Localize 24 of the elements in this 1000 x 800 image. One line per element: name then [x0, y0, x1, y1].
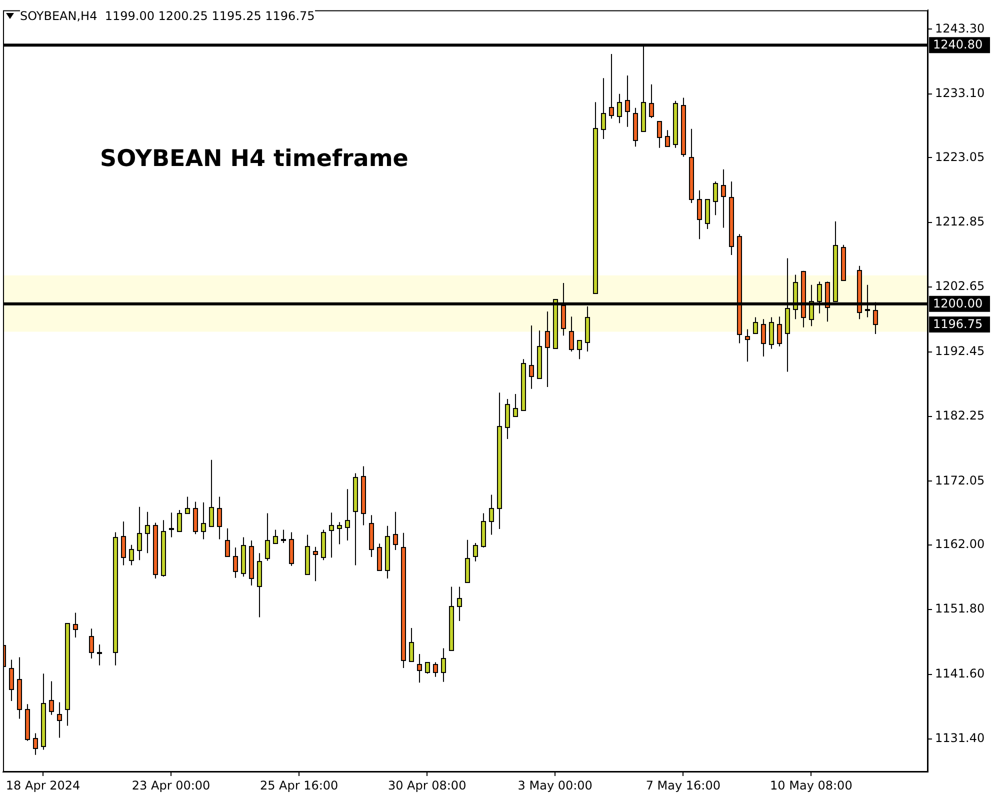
y-tick-label: 1131.40	[935, 731, 985, 746]
x-tick-label: 3 May 00:00	[518, 778, 592, 792]
chart-subtitle: SOYBEAN,H4 1199.00 1200.25 1195.25 1196.75	[20, 9, 315, 23]
ref-line-label: 1200.00	[933, 296, 983, 311]
x-tick-label: 7 May 16:00	[646, 778, 720, 792]
ref-line-label: 1240.80	[933, 38, 983, 52]
y-tick-label: 1192.45	[935, 344, 985, 358]
x-tick-label: 23 Apr 00:00	[132, 778, 210, 792]
y-tick-label: 1243.30	[935, 21, 985, 36]
y-tick-label: 1162.00	[935, 537, 985, 552]
text: SOYBEAN H4 timeframe	[100, 146, 408, 172]
y-tick-label: 1151.80	[935, 602, 985, 616]
x-tick-label: 25 Apr 16:00	[260, 778, 338, 792]
text: 1196.75	[933, 317, 983, 332]
x-tick-label: 10 May 08:00	[770, 778, 852, 792]
y-tick-label: 1212.85	[935, 214, 985, 228]
y-tick-label: 1223.05	[935, 150, 985, 164]
y-tick-label: 1182.25	[935, 408, 985, 423]
x-tick-label: 30 Apr 08:00	[388, 778, 466, 792]
y-tick-label: 1202.65	[935, 279, 985, 294]
x-tick-label: 18 Apr 2024	[6, 778, 80, 792]
y-tick-label: 1172.05	[935, 473, 985, 488]
y-tick-label: 1141.60	[935, 666, 985, 680]
y-tick-label: 1233.10	[935, 86, 985, 100]
